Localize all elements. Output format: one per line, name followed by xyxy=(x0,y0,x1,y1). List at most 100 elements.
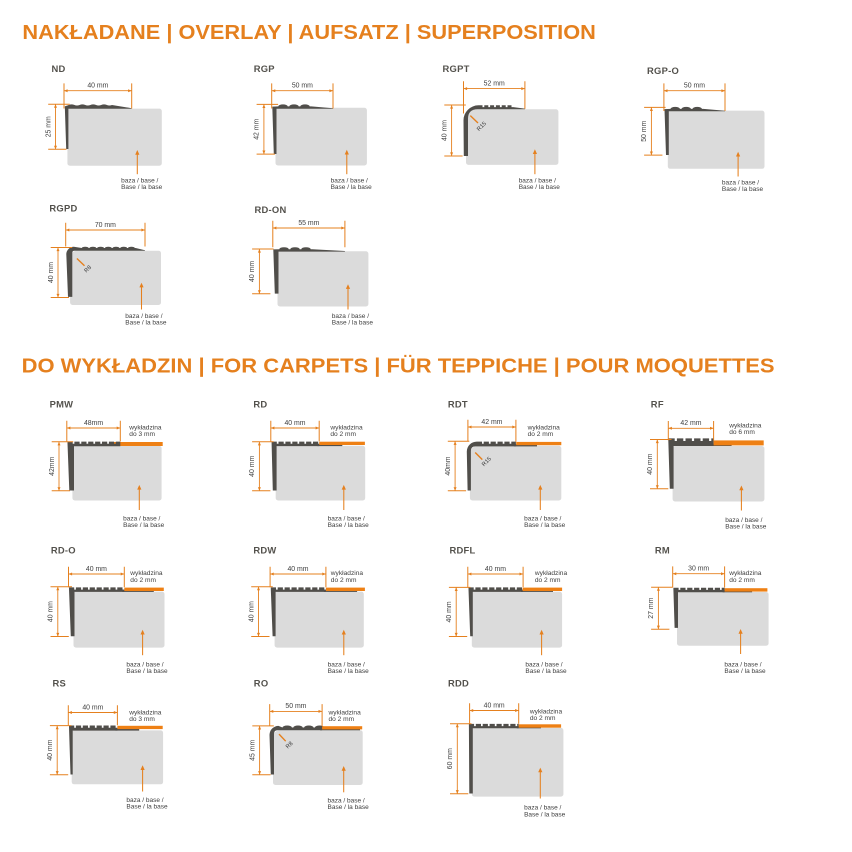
svg-text:do 2 mm: do 2 mm xyxy=(535,577,561,584)
svg-text:wykładzina: wykładzina xyxy=(527,424,561,431)
svg-text:NAKŁADANE | OVERLAY | AUFSATZ: NAKŁADANE | OVERLAY | AUFSATZ | SUPERPOS… xyxy=(22,22,596,44)
svg-text:Base / la base: Base / la base xyxy=(126,668,168,675)
svg-text:baza / base /: baza / base / xyxy=(725,517,762,524)
svg-text:Base / la base: Base / la base xyxy=(331,184,373,191)
svg-text:RDW: RDW xyxy=(253,544,276,555)
svg-text:wykładzina: wykładzina xyxy=(128,710,162,717)
svg-text:baza / base /: baza / base / xyxy=(121,178,158,185)
svg-text:baza / base /: baza / base / xyxy=(332,313,369,320)
svg-text:RD: RD xyxy=(253,399,267,410)
svg-text:Base / la base: Base / la base xyxy=(123,522,165,529)
svg-text:baza / base /: baza / base / xyxy=(524,805,561,812)
svg-text:do 2 mm: do 2 mm xyxy=(528,431,554,438)
svg-text:40 mm: 40 mm xyxy=(441,120,448,141)
svg-text:50 mm: 50 mm xyxy=(684,83,705,90)
svg-text:do 6 mm: do 6 mm xyxy=(729,429,755,436)
svg-text:wykładzina: wykładzina xyxy=(529,709,563,716)
svg-text:40 mm: 40 mm xyxy=(446,601,453,622)
svg-text:45 mm: 45 mm xyxy=(249,740,256,761)
svg-text:RGPT: RGPT xyxy=(443,63,470,74)
svg-text:wykładzina: wykładzina xyxy=(329,424,363,431)
svg-text:Base / la base: Base / la base xyxy=(524,522,566,529)
svg-text:Base / la base: Base / la base xyxy=(524,811,566,818)
svg-text:Base / la base: Base / la base xyxy=(724,668,766,675)
svg-text:Base / la base: Base / la base xyxy=(519,184,561,191)
svg-text:wykładzina: wykładzina xyxy=(534,570,568,577)
svg-text:RM: RM xyxy=(655,545,670,556)
svg-text:baza / base /: baza / base / xyxy=(525,661,562,668)
svg-text:R8: R8 xyxy=(84,265,93,274)
svg-text:40 mm: 40 mm xyxy=(248,601,255,622)
svg-text:Base / la base: Base / la base xyxy=(126,803,168,810)
svg-text:52 mm: 52 mm xyxy=(484,80,505,87)
svg-text:40 mm: 40 mm xyxy=(484,702,505,709)
svg-text:PMW: PMW xyxy=(50,399,74,410)
svg-text:40mm: 40mm xyxy=(445,456,452,475)
svg-text:baza / base /: baza / base / xyxy=(724,661,761,668)
svg-text:40 mm: 40 mm xyxy=(249,456,256,477)
svg-text:baza / base /: baza / base / xyxy=(123,515,160,522)
svg-text:do 3 mm: do 3 mm xyxy=(129,431,155,438)
svg-text:50 mm: 50 mm xyxy=(292,83,313,90)
svg-text:40 mm: 40 mm xyxy=(287,566,308,573)
svg-text:do 2 mm: do 2 mm xyxy=(330,431,356,438)
svg-text:do 2 mm: do 2 mm xyxy=(130,577,156,584)
svg-text:wykładzina: wykładzina xyxy=(129,570,163,577)
svg-text:baza / base /: baza / base / xyxy=(328,661,365,668)
svg-text:baza / base /: baza / base / xyxy=(126,797,163,804)
svg-text:40 mm: 40 mm xyxy=(647,453,654,474)
svg-text:50 mm: 50 mm xyxy=(285,703,306,710)
svg-text:RDT: RDT xyxy=(448,399,468,410)
svg-text:wykładzina: wykładzina xyxy=(728,570,762,577)
svg-text:42mm: 42mm xyxy=(49,456,56,475)
svg-text:baza / base /: baza / base / xyxy=(524,515,561,522)
svg-text:wykładzina: wykładzina xyxy=(128,424,162,431)
svg-text:do 2 mm: do 2 mm xyxy=(329,716,355,723)
svg-text:wykładzina: wykładzina xyxy=(330,570,364,577)
svg-text:70 mm: 70 mm xyxy=(95,222,116,229)
svg-text:60 mm: 60 mm xyxy=(447,748,454,769)
svg-text:40 mm: 40 mm xyxy=(485,566,506,573)
svg-text:baza / base /: baza / base / xyxy=(328,515,365,522)
svg-text:Base / la base: Base / la base xyxy=(725,524,767,531)
svg-text:40 mm: 40 mm xyxy=(48,601,55,622)
svg-text:Base / la base: Base / la base xyxy=(332,320,374,327)
svg-text:40 mm: 40 mm xyxy=(82,704,103,711)
svg-text:RS: RS xyxy=(53,678,67,689)
svg-text:40 mm: 40 mm xyxy=(87,83,108,90)
svg-text:42 mm: 42 mm xyxy=(481,419,502,426)
svg-text:DO WYKŁADZIN | FOR CARPETS | F: DO WYKŁADZIN | FOR CARPETS | FÜR TEPPICH… xyxy=(22,354,775,377)
svg-text:40 mm: 40 mm xyxy=(284,420,305,427)
svg-text:40 mm: 40 mm xyxy=(249,261,256,282)
svg-text:25 mm: 25 mm xyxy=(45,116,52,137)
svg-text:RGP-O: RGP-O xyxy=(647,65,679,76)
svg-text:40 mm: 40 mm xyxy=(47,739,54,760)
svg-text:baza / base /: baza / base / xyxy=(328,797,365,804)
svg-text:do 2 mm: do 2 mm xyxy=(331,577,357,584)
svg-text:48mm: 48mm xyxy=(84,420,103,427)
svg-text:RO: RO xyxy=(254,678,269,689)
svg-text:50 mm: 50 mm xyxy=(641,120,648,141)
svg-text:R15: R15 xyxy=(476,121,488,133)
svg-text:baza / base /: baza / base / xyxy=(722,179,759,186)
svg-text:do 2 mm: do 2 mm xyxy=(729,577,755,584)
svg-text:baza / base /: baza / base / xyxy=(519,178,556,185)
svg-text:Base / la base: Base / la base xyxy=(328,522,370,529)
svg-text:R8: R8 xyxy=(285,741,294,750)
svg-text:Base / la base: Base / la base xyxy=(328,804,370,811)
svg-text:Base / la base: Base / la base xyxy=(121,184,163,191)
svg-text:42 mm: 42 mm xyxy=(254,118,261,139)
svg-text:do 2 mm: do 2 mm xyxy=(530,715,556,722)
svg-text:RDFL: RDFL xyxy=(450,544,476,555)
svg-text:baza / base /: baza / base / xyxy=(125,313,162,320)
svg-text:RGP: RGP xyxy=(254,63,275,74)
svg-text:30 mm: 30 mm xyxy=(688,566,709,573)
svg-text:RD-O: RD-O xyxy=(51,545,76,556)
svg-text:RGPD: RGPD xyxy=(49,203,77,214)
svg-text:baza / base /: baza / base / xyxy=(331,178,368,185)
svg-text:40 mm: 40 mm xyxy=(48,262,55,283)
svg-text:wykładzina: wykładzina xyxy=(328,710,362,717)
svg-text:42 mm: 42 mm xyxy=(680,420,701,427)
svg-text:27 mm: 27 mm xyxy=(648,597,655,618)
svg-text:Base / la base: Base / la base xyxy=(125,320,167,327)
